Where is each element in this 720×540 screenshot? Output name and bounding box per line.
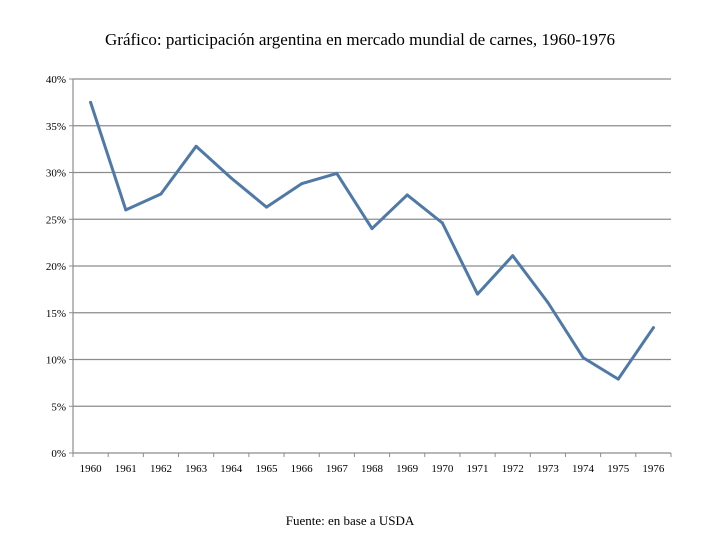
y-tick-label: 5% [51, 401, 66, 413]
x-axis-tick-labels: 1960 1961 1962 1963 1964 1965 1966 1967 1968 1969… [80, 463, 665, 475]
x-tick-label: 1963 [185, 463, 208, 475]
data-point [124, 208, 128, 212]
y-tick-label: 15% [46, 308, 66, 320]
data-point [370, 227, 374, 231]
data-point [335, 171, 339, 175]
data-point [300, 182, 304, 186]
x-tick-label: 1968 [361, 463, 384, 475]
data-point [616, 377, 620, 381]
data-point [405, 193, 409, 197]
gridlines [73, 78, 671, 407]
y-tick-label: 35% [46, 121, 66, 133]
x-tick-label: 1970 [431, 463, 454, 475]
y-tick-label: 0% [51, 448, 66, 460]
data-point [511, 254, 515, 258]
axes [69, 78, 672, 457]
y-tick-label: 40% [46, 74, 66, 86]
x-tick-label: 1960 [80, 463, 103, 475]
chart-title: Gráfico: participación argentina en merc… [105, 30, 615, 49]
data-point [159, 192, 163, 196]
data-point [581, 356, 585, 360]
data-point [476, 292, 480, 296]
x-tick-label: 1965 [255, 463, 278, 475]
data-point [229, 176, 233, 180]
chart-source-note: Fuente: en base a USDA [285, 513, 415, 528]
data-point [194, 144, 198, 148]
x-tick-label: 1974 [572, 463, 595, 475]
data-point [546, 300, 550, 304]
series-line [89, 100, 655, 381]
x-tick-label: 1964 [220, 463, 243, 475]
x-tick-label: 1962 [150, 463, 172, 475]
y-axis-tick-labels: 0% 5% 10% 15% 20% 25% 30% 35% 40% [46, 74, 66, 460]
y-tick-label: 20% [46, 261, 66, 273]
x-tick-label: 1975 [607, 463, 630, 475]
data-point [264, 205, 268, 209]
x-tick-label: 1976 [642, 463, 665, 475]
y-tick-label: 25% [46, 214, 66, 226]
x-tick-label: 1967 [326, 463, 349, 475]
x-tick-label: 1969 [396, 463, 419, 475]
data-point [89, 100, 93, 104]
y-tick-label: 30% [46, 168, 66, 180]
x-tick-label: 1972 [502, 463, 524, 475]
x-tick-label: 1973 [537, 463, 560, 475]
data-point [440, 221, 444, 225]
data-point [651, 326, 655, 330]
x-tick-label: 1966 [291, 463, 314, 475]
series-layer [89, 100, 655, 381]
y-tick-label: 10% [46, 355, 66, 367]
x-tick-label: 1971 [467, 463, 489, 475]
x-tick-label: 1961 [115, 463, 137, 475]
